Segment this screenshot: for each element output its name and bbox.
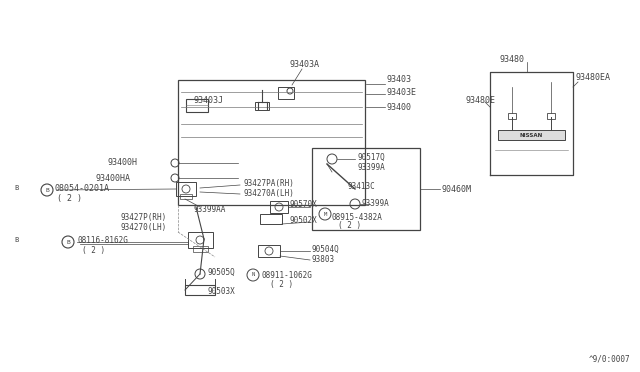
- Text: 934270A(LH): 934270A(LH): [243, 189, 294, 198]
- Text: 93400HA: 93400HA: [95, 173, 130, 183]
- Text: 93400H: 93400H: [108, 157, 138, 167]
- Text: 93403J: 93403J: [193, 96, 223, 105]
- Text: B: B: [66, 240, 70, 244]
- Text: 90504Q: 90504Q: [312, 244, 340, 253]
- Text: ( 2 ): ( 2 ): [338, 221, 361, 230]
- Text: N: N: [252, 273, 255, 278]
- Text: 90460M: 90460M: [442, 185, 472, 193]
- Text: 93480: 93480: [500, 55, 525, 64]
- Text: B: B: [14, 185, 19, 191]
- Bar: [498, 130, 565, 140]
- Bar: [176, 182, 196, 196]
- Text: 90505Q: 90505Q: [207, 267, 235, 276]
- Text: 90503X: 90503X: [207, 288, 235, 296]
- Text: 93427P(RH): 93427P(RH): [120, 212, 166, 221]
- Bar: [508, 113, 516, 119]
- Text: NISSAN: NISSAN: [520, 132, 543, 138]
- Text: ( 2 ): ( 2 ): [270, 280, 293, 289]
- Text: 08116-8162G: 08116-8162G: [77, 235, 128, 244]
- Text: 93427PA(RH): 93427PA(RH): [243, 179, 294, 187]
- Bar: [278, 87, 294, 99]
- Bar: [312, 148, 420, 230]
- Text: 93400: 93400: [387, 103, 412, 112]
- Text: 93399A: 93399A: [362, 199, 390, 208]
- Text: 90517Q: 90517Q: [358, 153, 386, 161]
- Text: 08054-0201A: 08054-0201A: [54, 183, 109, 192]
- Text: 93399AA: 93399AA: [193, 205, 225, 214]
- Text: 93480EA: 93480EA: [576, 73, 611, 81]
- Bar: [186, 99, 208, 112]
- Text: 08911-1062G: 08911-1062G: [262, 270, 313, 279]
- Text: 08915-4382A: 08915-4382A: [332, 212, 383, 221]
- Text: 93803: 93803: [312, 254, 335, 263]
- Text: 90570X: 90570X: [290, 199, 317, 208]
- Text: 93480E: 93480E: [466, 96, 496, 105]
- Bar: [188, 232, 213, 248]
- Bar: [178, 80, 365, 205]
- Text: ( 2 ): ( 2 ): [57, 193, 82, 202]
- Bar: [270, 201, 288, 213]
- Bar: [185, 285, 215, 295]
- Text: 934270(LH): 934270(LH): [120, 222, 166, 231]
- Text: B: B: [45, 187, 49, 192]
- Text: 93403: 93403: [387, 74, 412, 83]
- Text: 93403E: 93403E: [387, 87, 417, 96]
- Text: B: B: [14, 237, 19, 243]
- Bar: [260, 214, 282, 224]
- Bar: [258, 245, 280, 257]
- Text: 90502X: 90502X: [290, 215, 317, 224]
- Bar: [180, 194, 192, 199]
- Bar: [547, 113, 555, 119]
- Text: 93403A: 93403A: [290, 60, 320, 68]
- Bar: [255, 102, 269, 110]
- Text: 93399A: 93399A: [358, 163, 386, 171]
- Text: M: M: [323, 212, 326, 217]
- Text: 93413C: 93413C: [348, 182, 376, 190]
- Text: ^9/0:0007: ^9/0:0007: [588, 355, 630, 364]
- Bar: [193, 246, 208, 252]
- Text: ( 2 ): ( 2 ): [82, 246, 105, 254]
